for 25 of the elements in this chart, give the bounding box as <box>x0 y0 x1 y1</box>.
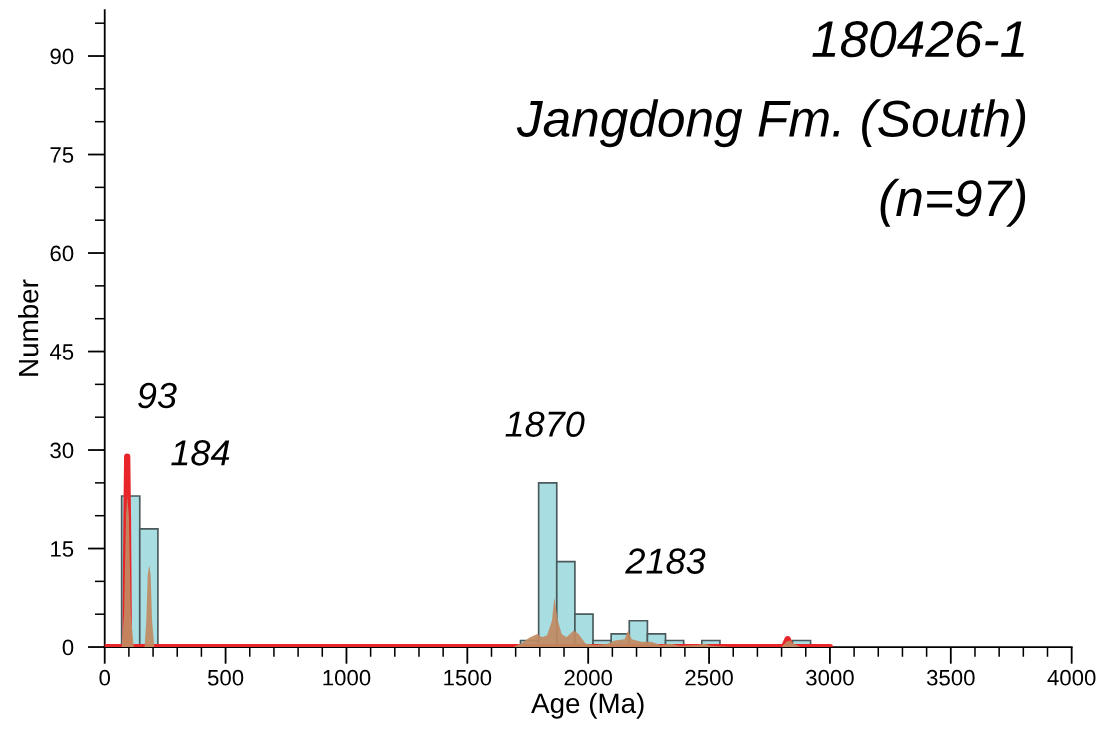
text: Jangdong Fm. (South) <box>516 99 1026 148</box>
y-tick-label: 90 <box>50 48 74 65</box>
y-tick-label: 75 <box>50 147 74 163</box>
x-tick-label: 4000 <box>1047 669 1096 686</box>
x-tick-label: 1500 <box>444 669 492 686</box>
annotation: 2183 <box>625 548 706 574</box>
x-axis-title: Age (Ma) <box>531 692 644 719</box>
annotation: 1870 <box>505 411 585 437</box>
y-tick-label: 0 <box>62 639 74 656</box>
y-tick-label: 60 <box>50 245 74 262</box>
annotation: (n=97) <box>880 178 1026 227</box>
y-tick-label: 30 <box>50 442 74 459</box>
y-tick-label: 45 <box>49 344 74 360</box>
x-tick-label: 2000 <box>564 669 613 686</box>
y-tick-label: 15 <box>51 541 74 557</box>
x-tick-label: 3000 <box>806 669 854 686</box>
annotation: 184 <box>171 440 230 466</box>
x-tick-label: 2500 <box>685 669 733 686</box>
x-tick-label: 0 <box>99 669 111 686</box>
x-tick-label: 1000 <box>323 669 371 686</box>
x-tick-label: 3500 <box>926 669 975 686</box>
x-tick-label: 500 <box>207 669 244 686</box>
y-axis-title: Number <box>18 279 39 376</box>
annotation: 93 <box>138 382 177 409</box>
chart-title: 180426-1 <box>812 20 1024 58</box>
